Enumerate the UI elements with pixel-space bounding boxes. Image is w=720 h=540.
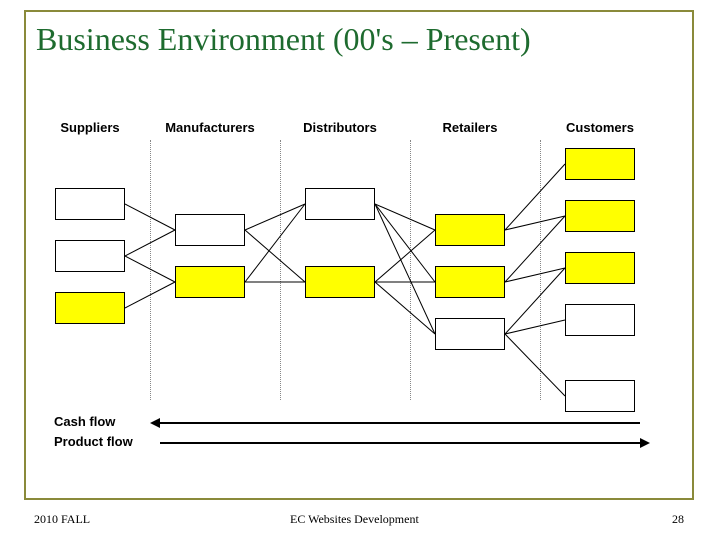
node-m2 [175, 266, 245, 298]
node-c2 [565, 200, 635, 232]
node-r1 [435, 214, 505, 246]
col-label-retailers: Retailers [415, 120, 525, 135]
divider-4 [540, 140, 541, 400]
node-r3 [435, 318, 505, 350]
node-c3 [565, 252, 635, 284]
cash-flow-label: Cash flow [54, 414, 115, 429]
product-flow-arrow-head [640, 438, 650, 448]
node-s3 [55, 292, 125, 324]
col-label-distributors: Distributors [285, 120, 395, 135]
node-s1 [55, 188, 125, 220]
footer-right: 28 [672, 512, 684, 527]
footer-center: EC Websites Development [290, 512, 419, 527]
col-label-manufacturers: Manufacturers [155, 120, 265, 135]
col-label-customers: Customers [545, 120, 655, 135]
cash-flow-arrow-head [150, 418, 160, 428]
product-flow-arrow-line [160, 442, 640, 444]
node-c4 [565, 304, 635, 336]
product-flow-label: Product flow [54, 434, 133, 449]
slide: Business Environment (00's – Present) Su… [0, 0, 720, 540]
divider-1 [150, 140, 151, 400]
node-m1 [175, 214, 245, 246]
node-d1 [305, 188, 375, 220]
divider-2 [280, 140, 281, 400]
col-label-suppliers: Suppliers [35, 120, 145, 135]
slide-title: Business Environment (00's – Present) [36, 20, 596, 58]
cash-flow-arrow-line [160, 422, 640, 424]
node-r2 [435, 266, 505, 298]
node-c1 [565, 148, 635, 180]
node-d2 [305, 266, 375, 298]
node-s2 [55, 240, 125, 272]
footer-left: 2010 FALL [34, 512, 90, 527]
divider-3 [410, 140, 411, 400]
node-c5 [565, 380, 635, 412]
